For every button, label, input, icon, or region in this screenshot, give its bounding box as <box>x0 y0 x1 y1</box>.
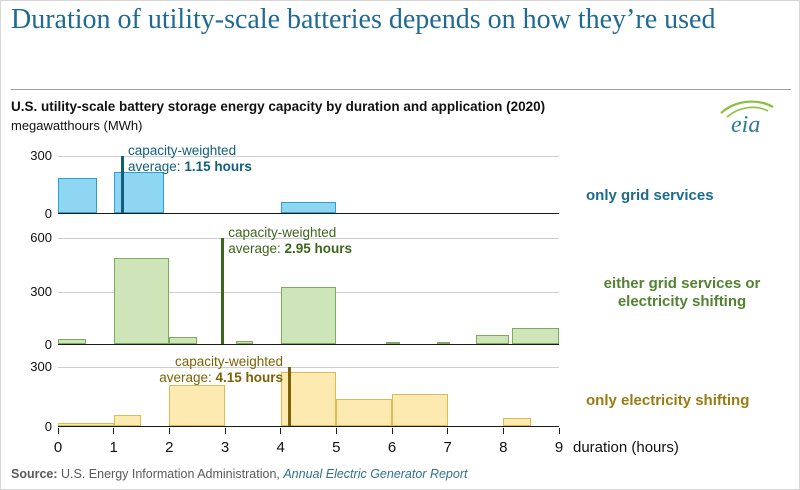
annotation-line1: capacity-weighted <box>228 225 337 240</box>
bar <box>113 415 142 426</box>
series-label-line: only grid services <box>586 187 714 204</box>
x-axis-tick <box>447 428 449 434</box>
logo-leaf-arc-inner <box>726 106 769 118</box>
annotation-average-value: 2.95 hours <box>284 241 353 256</box>
annotation-average-label: average: <box>228 241 285 256</box>
source-line: Source: U.S. Energy Information Administ… <box>11 467 467 481</box>
x-tick-label: 4 <box>276 439 285 456</box>
x-tick-label: 6 <box>387 439 397 456</box>
x-axis-tick <box>502 428 504 434</box>
y-tick-label: 0 <box>44 206 52 221</box>
bar <box>336 399 392 426</box>
y-tick-label: 300 <box>30 283 52 299</box>
capacity-weighted-annotation: capacity-weighted average: 4.15 hours <box>63 354 283 386</box>
annotation-line1: capacity-weighted <box>128 143 237 158</box>
x-axis-tick <box>280 428 282 434</box>
annotation-line2: average: 2.95 hours <box>228 241 352 257</box>
chart-units-label: megawatthours (MWh) <box>11 118 143 133</box>
annotation-average-value: 1.15 hours <box>184 159 252 174</box>
bar <box>392 394 448 426</box>
title-divider <box>11 89 791 90</box>
capacity-weighted-annotation: capacity-weighted average: 1.15 hours <box>128 143 252 175</box>
capacity-weighted-annotation: capacity-weighted average: 2.95 hours <box>228 225 352 257</box>
series-label-1: either grid services or electricity shift… <box>577 275 787 311</box>
x-tick-label: 8 <box>499 439 508 456</box>
x-axis-tick <box>335 428 337 434</box>
bar <box>113 258 170 344</box>
grid-line <box>58 367 559 368</box>
x-tick-label: 7 <box>443 439 452 456</box>
average-line <box>120 156 124 213</box>
series-label-2: only electricity shifting <box>586 392 796 410</box>
x-tick-label: 2 <box>165 439 174 456</box>
bar <box>475 335 509 344</box>
grid-line <box>58 238 559 239</box>
eia-logo-text: eia <box>731 112 760 138</box>
bar <box>169 385 225 426</box>
annotation-average-label: average: <box>159 370 216 385</box>
annotation-line1: capacity-weighted <box>174 354 284 369</box>
chart-plot-2 <box>58 367 559 427</box>
grid-line <box>58 156 559 157</box>
annotation-average-value: 4.15 hours <box>215 370 284 385</box>
chart-plot-1 <box>58 238 559 345</box>
series-label-0: only grid services <box>586 187 796 205</box>
annotation-line2: average: 1.15 hours <box>128 159 252 175</box>
y-tick-label: 300 <box>30 148 52 163</box>
y-tick-label: 0 <box>44 419 52 434</box>
bar <box>58 423 114 426</box>
chart-plot-0 <box>58 156 559 214</box>
annotation-average-label: average: <box>128 159 185 174</box>
bar <box>436 341 451 344</box>
x-axis-tick <box>391 428 393 434</box>
bar <box>169 336 198 344</box>
average-line <box>220 238 224 344</box>
x-axis-tick <box>57 428 59 434</box>
series-label-line: either grid services or <box>603 275 761 292</box>
x-tick-label: 1 <box>109 439 118 456</box>
x-tick-label: 5 <box>332 439 341 456</box>
bar <box>280 202 337 213</box>
source-report-name: Annual Electric Generator Report <box>283 467 468 481</box>
x-tick-label: 9 <box>554 439 564 456</box>
y-tick-label: 300 <box>30 359 52 374</box>
annotation-line2: average: 4.15 hours <box>63 370 283 386</box>
bar <box>236 341 253 344</box>
y-tick-label: 600 <box>30 230 52 245</box>
x-axis-tick <box>113 428 115 434</box>
series-label-line: electricity shifting <box>617 293 747 310</box>
source-text: U.S. Energy Information Administration, <box>57 467 284 481</box>
bar <box>503 418 532 426</box>
eia-logo: eia <box>715 95 779 144</box>
x-axis-tick <box>168 428 170 434</box>
x-axis-tick <box>224 428 226 434</box>
bar <box>511 327 559 344</box>
source-prefix: Source: <box>11 467 58 481</box>
page-title: Duration of utility-scale batteries depe… <box>11 4 716 35</box>
series-label-line: only electricity shifting <box>586 392 750 409</box>
x-axis-tick <box>558 428 560 434</box>
logo-leaf-arc <box>720 100 774 114</box>
x-tick-label: 0 <box>53 439 63 456</box>
bar <box>58 178 97 213</box>
bar <box>280 286 337 344</box>
x-tick-label: 3 <box>220 439 230 456</box>
average-line <box>287 367 291 426</box>
bar <box>58 338 86 344</box>
y-tick-label: 0 <box>44 337 52 352</box>
eia-logo-graphic: eia <box>720 100 774 138</box>
x-axis-label: duration (hours) <box>573 439 679 456</box>
bar <box>386 341 401 344</box>
chart-subtitle: U.S. utility-scale battery storage energ… <box>11 99 546 114</box>
